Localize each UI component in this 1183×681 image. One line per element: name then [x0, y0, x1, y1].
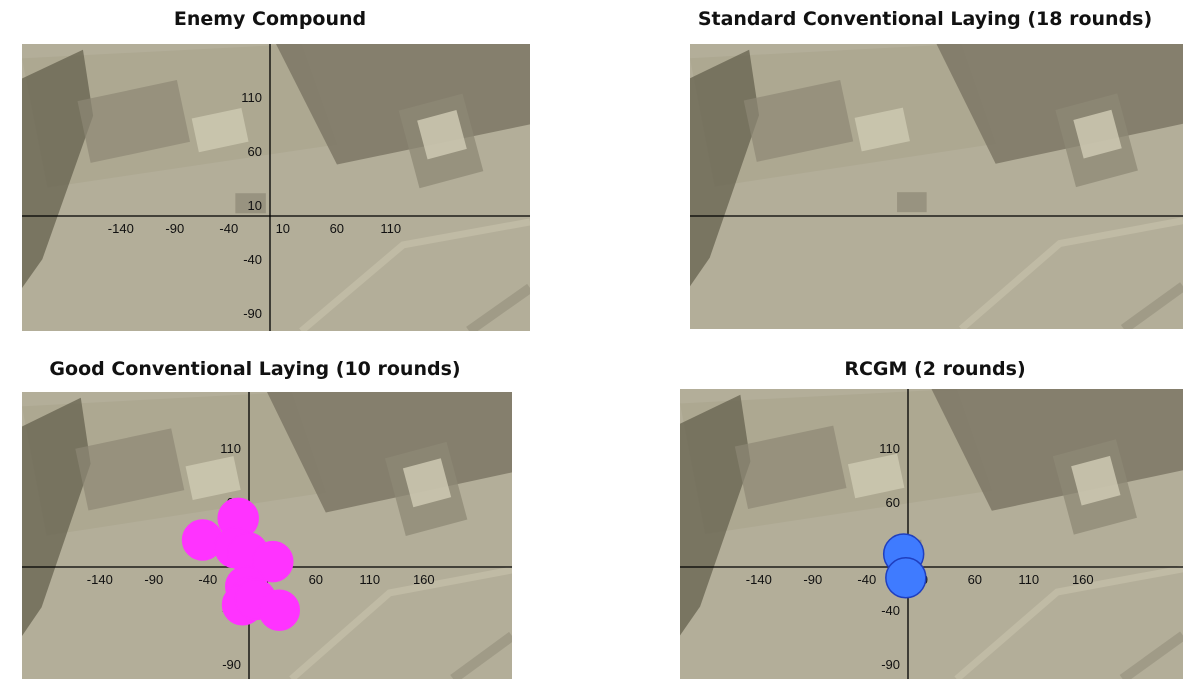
x-tick-label: -90 — [165, 221, 184, 236]
scatter-chart-rcgm: -140-90-4010601101601106010-40-90 — [680, 389, 1183, 679]
x-tick-label: -140 — [746, 572, 772, 587]
chart-title: Standard Conventional Laying (18 rounds) — [697, 8, 1153, 30]
y-tick-label: -40 — [243, 252, 262, 267]
x-tick-label: 160 — [413, 572, 435, 587]
y-tick-label: 10 — [248, 198, 262, 213]
x-tick-label: -40 — [857, 572, 876, 587]
aerial-photo-background — [22, 44, 530, 331]
chart-title: Good Conventional Laying (10 rounds) — [49, 358, 461, 380]
x-tick-label: -140 — [108, 221, 134, 236]
x-tick-label: 60 — [968, 572, 982, 587]
scatter-chart-standard-conventional-laying: -140-90-4010601101601106010-90 — [690, 44, 1183, 329]
y-tick-label: 110 — [879, 441, 900, 456]
chart-title: RCGM (2 rounds) — [844, 358, 1026, 380]
x-tick-label: 110 — [359, 572, 380, 587]
x-tick-label: 10 — [276, 221, 290, 236]
impact-point — [885, 557, 927, 599]
chart-title: Enemy Compound — [173, 8, 367, 30]
impact-point — [258, 589, 300, 631]
scatter-chart-good-conventional-laying: -140-90-4010601101601106010-40-90 — [22, 392, 512, 679]
x-tick-label: 110 — [380, 221, 401, 236]
x-tick-label: 60 — [309, 572, 323, 587]
aerial-photo-background — [690, 44, 1183, 329]
scatter-chart-enemy-compound: -140 -90 -40 10 60 110 110 60 10 -40 -90 — [22, 44, 530, 331]
x-tick-label: -90 — [803, 572, 822, 587]
x-tick-label: 160 — [1072, 572, 1094, 587]
y-tick-label: 60 — [886, 495, 900, 510]
y-tick-label: -90 — [222, 657, 241, 672]
y-tick-label: 60 — [248, 144, 262, 159]
impact-point — [252, 540, 294, 583]
y-tick-label: -40 — [881, 603, 900, 618]
x-tick-label: -140 — [87, 572, 113, 587]
aerial-photo-background — [22, 392, 512, 679]
y-tick-label: -90 — [881, 657, 900, 672]
x-tick-label: -40 — [219, 221, 238, 236]
x-tick-label: -40 — [198, 572, 217, 587]
x-tick-label: 110 — [1018, 572, 1039, 587]
aerial-photo-background — [680, 389, 1183, 679]
y-tick-label: 110 — [220, 441, 241, 456]
y-tick-label: -90 — [243, 306, 262, 321]
y-tick-label: 110 — [241, 90, 262, 105]
x-tick-label: 60 — [330, 221, 344, 236]
x-tick-label: -90 — [144, 572, 163, 587]
